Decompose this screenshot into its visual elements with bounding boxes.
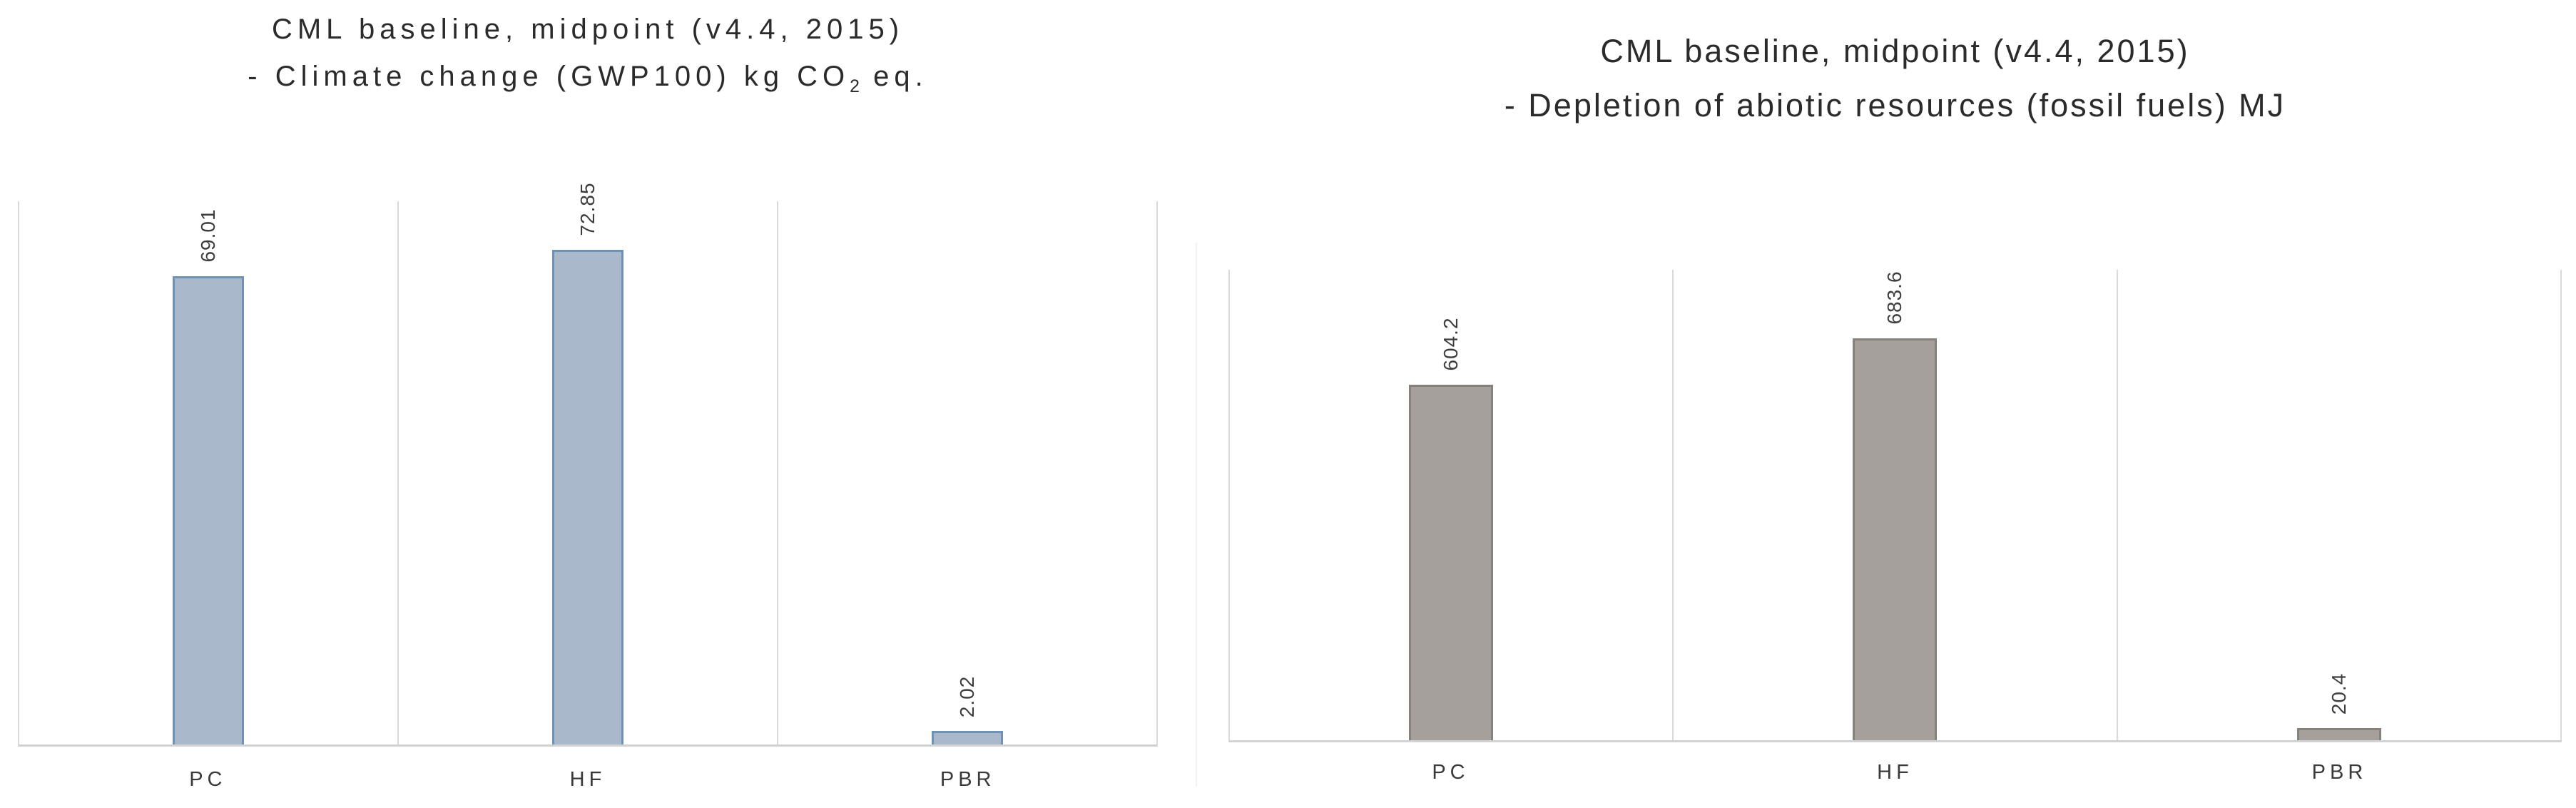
chart-object-divider <box>1196 243 1197 787</box>
x-axis-label-pbr: PBR <box>940 768 996 791</box>
bar-value-label: 20.4 <box>2327 672 2350 715</box>
bar-pc <box>1409 385 1494 740</box>
x-axis-label-pc: PC <box>1432 761 1470 784</box>
chart-title-line2: - Depletion of abiotic resources (fossil… <box>1504 87 2286 123</box>
title-text-pre: - Climate change (GWP100) kg CO <box>248 61 850 92</box>
bar-pc <box>173 276 244 744</box>
chart-title-abiotic: CML baseline, midpoint (v4.4, 2015) - De… <box>1228 0 2562 133</box>
chart-title-climate: CML baseline, midpoint (v4.4, 2015) - Cl… <box>18 0 1158 111</box>
chart-abiotic-depletion: CML baseline, midpoint (v4.4, 2015) - De… <box>1228 0 2562 808</box>
plot-area-abiotic: 604.2 683.6 20.4 <box>1228 270 2562 742</box>
x-axis-label-hf: HF <box>569 768 606 791</box>
category-cell-hf: 72.85 <box>399 182 778 744</box>
bar-value-label: 604.2 <box>1440 317 1462 371</box>
x-axis-labels-climate: PC HF PBR <box>18 768 1158 792</box>
category-cell-pc: 604.2 <box>1230 270 1674 740</box>
bar-hf <box>552 250 623 744</box>
title-text-post: eq. <box>860 61 928 92</box>
chart-title-line1: CML baseline, midpoint (v4.4, 2015) <box>271 14 905 45</box>
bar-hf <box>1853 338 1938 740</box>
bar-pbr <box>2296 728 2381 740</box>
x-axis-label-hf: HF <box>1877 761 1913 784</box>
chart-title-line1: CML baseline, midpoint (v4.4, 2015) <box>1600 33 2190 69</box>
x-axis-label-pc: PC <box>189 768 227 791</box>
bar-pbr <box>932 730 1003 744</box>
category-cell-hf: 683.6 <box>1674 270 2118 740</box>
title-subscript: 2 <box>850 77 860 96</box>
category-cell-pc: 69.01 <box>19 201 399 744</box>
chart-title-line2: - Climate change (GWP100) kg CO2 eq. <box>18 53 1158 111</box>
category-cell-pbr: 2.02 <box>778 201 1156 744</box>
category-cell-pbr: 20.4 <box>2118 270 2560 740</box>
bar-value-label: 683.6 <box>1883 271 1906 325</box>
bar-value-label: 72.85 <box>576 182 599 236</box>
bar-value-label: 2.02 <box>956 675 978 718</box>
x-axis-label-pbr: PBR <box>2311 761 2368 784</box>
chart-climate-change: CML baseline, midpoint (v4.4, 2015) - Cl… <box>18 0 1158 808</box>
x-axis-labels-abiotic: PC HF PBR <box>1228 761 2562 784</box>
plot-area-climate: 69.01 72.85 2.02 <box>18 182 1158 747</box>
bar-value-label: 69.01 <box>197 208 219 263</box>
